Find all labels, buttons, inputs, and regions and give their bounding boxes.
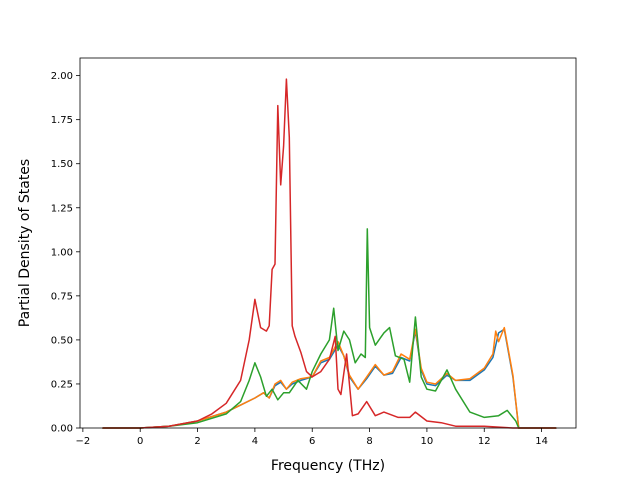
y-tick-label: 1.50 xyxy=(51,159,73,170)
x-axis-label: Frequency (THz) xyxy=(271,458,385,474)
y-tick-label: 1.00 xyxy=(51,247,73,258)
x-tick-label: −2 xyxy=(75,436,90,447)
y-tick-label: 0.75 xyxy=(51,291,73,302)
x-tick-label: 12 xyxy=(478,436,491,447)
x-tick-label: 4 xyxy=(252,436,258,447)
x-tick-label: 14 xyxy=(535,436,548,447)
series-line-3 xyxy=(102,228,557,429)
x-tick-label: 0 xyxy=(137,436,143,447)
y-tick-label: 0.50 xyxy=(51,335,73,346)
x-tick-label: 8 xyxy=(366,436,372,447)
x-tick-label: 6 xyxy=(309,436,315,447)
y-tick-label: 1.25 xyxy=(51,203,73,214)
y-axis-ticks: 0.00 0.25 0.50 0.75 1.00 1.25 1.50 1.75 2.00 xyxy=(51,71,80,435)
x-tick-label: 10 xyxy=(421,436,434,447)
x-tick-label: 2 xyxy=(194,436,200,447)
y-tick-label: 0.00 xyxy=(51,424,73,435)
series-line-4 xyxy=(102,78,557,429)
y-tick-label: 2.00 xyxy=(51,71,73,82)
y-tick-label: 0.25 xyxy=(51,379,73,390)
y-tick-label: 1.75 xyxy=(51,115,73,126)
series-line-1 xyxy=(102,328,557,429)
x-axis-ticks: −2 0 2 4 6 8 10 12 14 xyxy=(75,428,548,447)
series-line-2 xyxy=(102,326,557,429)
plot-area-frame xyxy=(79,57,577,429)
series-lines xyxy=(102,78,557,429)
y-axis-label: Partial Density of States xyxy=(17,159,33,327)
